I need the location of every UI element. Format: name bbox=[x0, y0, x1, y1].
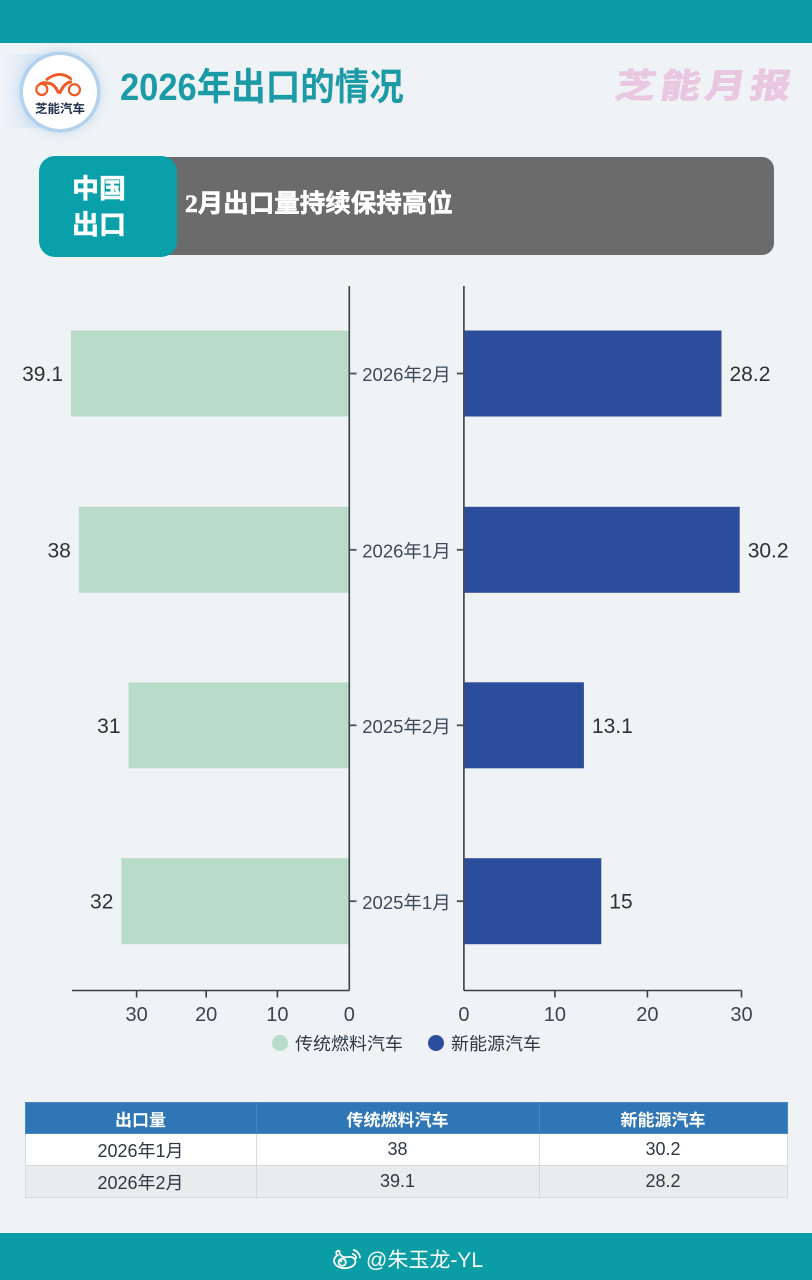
svg-text:2026年2月: 2026年2月 bbox=[362, 364, 450, 385]
svg-text:2025年2月: 2025年2月 bbox=[362, 716, 450, 737]
svg-text:0: 0 bbox=[458, 1004, 469, 1026]
svg-text:2026年1月: 2026年1月 bbox=[362, 541, 450, 562]
svg-text:2025年1月: 2025年1月 bbox=[362, 892, 450, 913]
svg-text:10: 10 bbox=[266, 1004, 288, 1026]
svg-text:15: 15 bbox=[609, 891, 632, 914]
svg-text:31: 31 bbox=[97, 715, 120, 738]
svg-text:39.1: 39.1 bbox=[22, 363, 63, 386]
svg-text:20: 20 bbox=[636, 1004, 658, 1026]
svg-text:10: 10 bbox=[544, 1004, 566, 1026]
svg-text:20: 20 bbox=[195, 1004, 217, 1026]
svg-text:0: 0 bbox=[344, 1004, 355, 1026]
svg-text:38: 38 bbox=[47, 539, 70, 562]
svg-text:30: 30 bbox=[730, 1004, 752, 1026]
svg-text:32: 32 bbox=[90, 891, 113, 914]
svg-text:28.2: 28.2 bbox=[730, 363, 771, 386]
svg-text:30.2: 30.2 bbox=[748, 539, 789, 562]
svg-text:13.1: 13.1 bbox=[592, 715, 633, 738]
svg-text:30: 30 bbox=[125, 1004, 147, 1026]
